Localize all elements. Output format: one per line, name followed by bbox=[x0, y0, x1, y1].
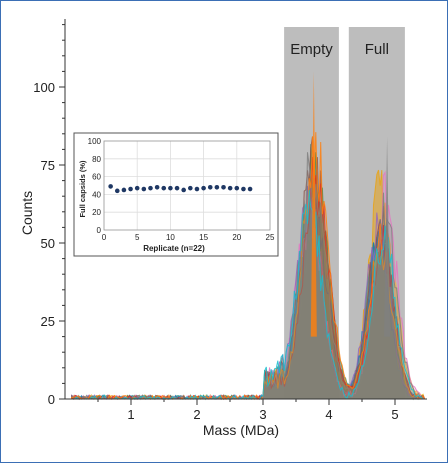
inset-y-axis-label: Full capsids (%) bbox=[78, 160, 87, 218]
x-tick-label: 4 bbox=[325, 407, 332, 422]
inset-point bbox=[108, 184, 113, 189]
inset-y-tick-label: 60 bbox=[92, 173, 101, 182]
inset-point bbox=[201, 185, 206, 191]
inset-plot-border bbox=[103, 140, 271, 231]
y-tick-label: 75 bbox=[41, 158, 55, 173]
inset-point bbox=[121, 187, 127, 193]
x-tick-label: 2 bbox=[193, 407, 200, 422]
peak-spike-2 bbox=[384, 136, 391, 337]
y-axis-label: Counts bbox=[19, 191, 35, 235]
x-tick-label: 3 bbox=[259, 407, 266, 422]
y-tick-label: 0 bbox=[48, 392, 55, 407]
inset-x-tick-label: 25 bbox=[266, 233, 275, 242]
inset-y-tick-label: 20 bbox=[92, 208, 101, 217]
inset-point bbox=[134, 185, 140, 191]
inset-x-tick-label: 5 bbox=[135, 233, 140, 242]
inset-x-tick-label: 20 bbox=[232, 233, 241, 242]
inset-x-tick-label: 15 bbox=[199, 233, 208, 242]
inset-point bbox=[214, 184, 220, 190]
inset-x-axis-label: Replicate (n=22) bbox=[143, 244, 205, 253]
region-label-empty: Empty bbox=[290, 41, 333, 58]
inset-x-tick-label: 10 bbox=[166, 233, 175, 242]
inset-x-tick-label: 0 bbox=[102, 233, 107, 242]
y-tick-label: 100 bbox=[33, 80, 55, 95]
inset-point bbox=[247, 186, 253, 192]
y-tick-label: 50 bbox=[41, 236, 55, 251]
inset-y-tick-label: 80 bbox=[92, 155, 101, 164]
inset-point bbox=[154, 184, 160, 190]
inset-point bbox=[168, 185, 173, 191]
x-axis-label: Mass (MDa) bbox=[203, 422, 279, 438]
inset-point bbox=[141, 186, 147, 192]
inset-point bbox=[227, 185, 233, 191]
inset-point bbox=[181, 187, 186, 193]
histogram-series-9 bbox=[71, 156, 426, 401]
histogram-series bbox=[70, 71, 427, 401]
peak-spike-1 bbox=[310, 71, 317, 337]
inset-point bbox=[234, 185, 240, 191]
inset-point bbox=[221, 184, 226, 190]
region-label-full: Full bbox=[365, 41, 389, 58]
inset-point bbox=[188, 185, 193, 191]
inset-point bbox=[174, 185, 180, 191]
inset-y-tick-label: 0 bbox=[97, 226, 102, 235]
x-tick-label: 1 bbox=[127, 407, 134, 422]
inset-point bbox=[194, 186, 200, 192]
inset-point bbox=[128, 186, 133, 192]
inset-point bbox=[161, 185, 167, 191]
inset-point bbox=[114, 188, 120, 194]
x-tick-label: 5 bbox=[391, 407, 398, 422]
inset-point bbox=[241, 186, 246, 192]
inset-point bbox=[148, 185, 153, 191]
y-tick-label: 25 bbox=[41, 314, 55, 329]
inset-y-tick-label: 40 bbox=[92, 190, 101, 199]
inset-axes: 0 5 10 15 20 25 0 20 40 60 80 100 bbox=[88, 137, 275, 242]
inset-y-tick-label: 100 bbox=[88, 137, 102, 146]
inset-points bbox=[108, 184, 253, 194]
inset-point bbox=[207, 184, 213, 190]
